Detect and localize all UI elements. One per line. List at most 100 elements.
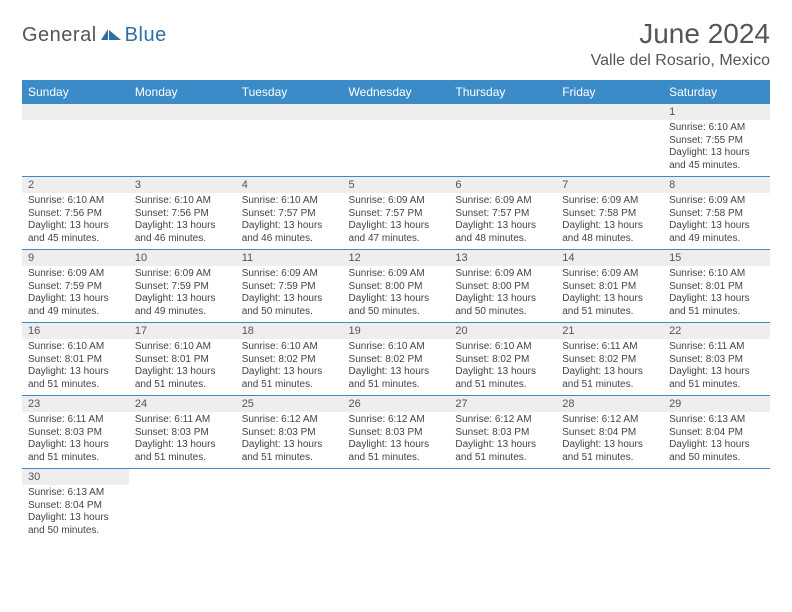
calendar-cell — [343, 104, 450, 177]
day-details: Sunrise: 6:12 AMSunset: 8:03 PMDaylight:… — [343, 412, 450, 468]
calendar-cell: 17Sunrise: 6:10 AMSunset: 8:01 PMDayligh… — [129, 323, 236, 396]
day-number: 27 — [449, 396, 556, 412]
day-number: 15 — [663, 250, 770, 266]
calendar-cell: 2Sunrise: 6:10 AMSunset: 7:56 PMDaylight… — [22, 177, 129, 250]
calendar-cell: 14Sunrise: 6:09 AMSunset: 8:01 PMDayligh… — [556, 250, 663, 323]
calendar-cell: 11Sunrise: 6:09 AMSunset: 7:59 PMDayligh… — [236, 250, 343, 323]
calendar-cell — [556, 469, 663, 542]
weekday-header: Monday — [129, 80, 236, 104]
day-number: 9 — [22, 250, 129, 266]
day-details: Sunrise: 6:11 AMSunset: 8:03 PMDaylight:… — [22, 412, 129, 468]
calendar-cell — [343, 469, 450, 542]
calendar-cell — [449, 104, 556, 177]
day-details: Sunrise: 6:13 AMSunset: 8:04 PMDaylight:… — [22, 485, 129, 541]
day-number: 3 — [129, 177, 236, 193]
day-number: 19 — [343, 323, 450, 339]
day-details: Sunrise: 6:09 AMSunset: 7:58 PMDaylight:… — [556, 193, 663, 249]
calendar-cell — [556, 104, 663, 177]
day-details: Sunrise: 6:09 AMSunset: 8:00 PMDaylight:… — [449, 266, 556, 322]
calendar-cell — [236, 469, 343, 542]
location-text: Valle del Rosario, Mexico — [591, 52, 770, 70]
day-details: Sunrise: 6:10 AMSunset: 8:01 PMDaylight:… — [663, 266, 770, 322]
calendar-table: SundayMondayTuesdayWednesdayThursdayFrid… — [22, 80, 770, 541]
day-number: 11 — [236, 250, 343, 266]
day-details: Sunrise: 6:10 AMSunset: 7:55 PMDaylight:… — [663, 120, 770, 176]
weekday-header: Sunday — [22, 80, 129, 104]
day-number: 20 — [449, 323, 556, 339]
brand-text-1: General — [22, 24, 97, 47]
weekday-header: Saturday — [663, 80, 770, 104]
day-details: Sunrise: 6:10 AMSunset: 7:56 PMDaylight:… — [22, 193, 129, 249]
day-details: Sunrise: 6:10 AMSunset: 7:56 PMDaylight:… — [129, 193, 236, 249]
day-number: 7 — [556, 177, 663, 193]
day-number: 29 — [663, 396, 770, 412]
calendar-cell: 22Sunrise: 6:11 AMSunset: 8:03 PMDayligh… — [663, 323, 770, 396]
calendar-cell: 4Sunrise: 6:10 AMSunset: 7:57 PMDaylight… — [236, 177, 343, 250]
calendar-cell — [22, 104, 129, 177]
calendar-cell: 30Sunrise: 6:13 AMSunset: 8:04 PMDayligh… — [22, 469, 129, 542]
day-number: 22 — [663, 323, 770, 339]
day-details: Sunrise: 6:11 AMSunset: 8:02 PMDaylight:… — [556, 339, 663, 395]
day-details: Sunrise: 6:09 AMSunset: 7:59 PMDaylight:… — [129, 266, 236, 322]
calendar-cell: 3Sunrise: 6:10 AMSunset: 7:56 PMDaylight… — [129, 177, 236, 250]
title-block: June 2024 Valle del Rosario, Mexico — [591, 18, 770, 70]
calendar-cell — [129, 104, 236, 177]
month-title: June 2024 — [591, 18, 770, 50]
weekday-header: Tuesday — [236, 80, 343, 104]
day-number: 17 — [129, 323, 236, 339]
day-details: Sunrise: 6:09 AMSunset: 7:59 PMDaylight:… — [22, 266, 129, 322]
day-number: 23 — [22, 396, 129, 412]
calendar-cell: 9Sunrise: 6:09 AMSunset: 7:59 PMDaylight… — [22, 250, 129, 323]
weekday-header: Friday — [556, 80, 663, 104]
day-number: 25 — [236, 396, 343, 412]
page-header: General Blue June 2024 Valle del Rosario… — [22, 18, 770, 70]
day-details: Sunrise: 6:10 AMSunset: 8:02 PMDaylight:… — [236, 339, 343, 395]
day-number: 24 — [129, 396, 236, 412]
calendar-cell: 19Sunrise: 6:10 AMSunset: 8:02 PMDayligh… — [343, 323, 450, 396]
day-details: Sunrise: 6:10 AMSunset: 8:02 PMDaylight:… — [449, 339, 556, 395]
day-number: 6 — [449, 177, 556, 193]
brand-mark-icon — [101, 24, 123, 47]
weekday-header: Wednesday — [343, 80, 450, 104]
calendar-cell: 28Sunrise: 6:12 AMSunset: 8:04 PMDayligh… — [556, 396, 663, 469]
day-number: 16 — [22, 323, 129, 339]
day-number: 18 — [236, 323, 343, 339]
day-details: Sunrise: 6:09 AMSunset: 7:59 PMDaylight:… — [236, 266, 343, 322]
calendar-cell: 10Sunrise: 6:09 AMSunset: 7:59 PMDayligh… — [129, 250, 236, 323]
day-details: Sunrise: 6:11 AMSunset: 8:03 PMDaylight:… — [663, 339, 770, 395]
day-details: Sunrise: 6:12 AMSunset: 8:03 PMDaylight:… — [449, 412, 556, 468]
weekday-header: Thursday — [449, 80, 556, 104]
calendar-cell: 7Sunrise: 6:09 AMSunset: 7:58 PMDaylight… — [556, 177, 663, 250]
calendar-cell: 1Sunrise: 6:10 AMSunset: 7:55 PMDaylight… — [663, 104, 770, 177]
day-details: Sunrise: 6:10 AMSunset: 8:02 PMDaylight:… — [343, 339, 450, 395]
calendar-cell: 6Sunrise: 6:09 AMSunset: 7:57 PMDaylight… — [449, 177, 556, 250]
calendar-cell: 24Sunrise: 6:11 AMSunset: 8:03 PMDayligh… — [129, 396, 236, 469]
day-number: 5 — [343, 177, 450, 193]
day-number: 13 — [449, 250, 556, 266]
calendar-cell — [663, 469, 770, 542]
day-number: 4 — [236, 177, 343, 193]
brand-logo: General Blue — [22, 18, 167, 47]
day-number: 8 — [663, 177, 770, 193]
brand-text-2: Blue — [125, 24, 167, 47]
day-number: 28 — [556, 396, 663, 412]
calendar-cell: 13Sunrise: 6:09 AMSunset: 8:00 PMDayligh… — [449, 250, 556, 323]
calendar-cell: 12Sunrise: 6:09 AMSunset: 8:00 PMDayligh… — [343, 250, 450, 323]
day-details: Sunrise: 6:09 AMSunset: 7:57 PMDaylight:… — [449, 193, 556, 249]
calendar-cell: 21Sunrise: 6:11 AMSunset: 8:02 PMDayligh… — [556, 323, 663, 396]
calendar-cell: 15Sunrise: 6:10 AMSunset: 8:01 PMDayligh… — [663, 250, 770, 323]
day-number: 10 — [129, 250, 236, 266]
day-details: Sunrise: 6:09 AMSunset: 7:57 PMDaylight:… — [343, 193, 450, 249]
calendar-cell: 26Sunrise: 6:12 AMSunset: 8:03 PMDayligh… — [343, 396, 450, 469]
day-details: Sunrise: 6:12 AMSunset: 8:03 PMDaylight:… — [236, 412, 343, 468]
day-details: Sunrise: 6:10 AMSunset: 8:01 PMDaylight:… — [129, 339, 236, 395]
calendar-page: General Blue June 2024 Valle del Rosario… — [0, 0, 792, 559]
day-number: 12 — [343, 250, 450, 266]
calendar-cell: 23Sunrise: 6:11 AMSunset: 8:03 PMDayligh… — [22, 396, 129, 469]
calendar-cell: 18Sunrise: 6:10 AMSunset: 8:02 PMDayligh… — [236, 323, 343, 396]
day-details: Sunrise: 6:13 AMSunset: 8:04 PMDaylight:… — [663, 412, 770, 468]
day-number: 1 — [663, 104, 770, 120]
calendar-cell: 16Sunrise: 6:10 AMSunset: 8:01 PMDayligh… — [22, 323, 129, 396]
calendar-header-row: SundayMondayTuesdayWednesdayThursdayFrid… — [22, 80, 770, 104]
day-details: Sunrise: 6:12 AMSunset: 8:04 PMDaylight:… — [556, 412, 663, 468]
